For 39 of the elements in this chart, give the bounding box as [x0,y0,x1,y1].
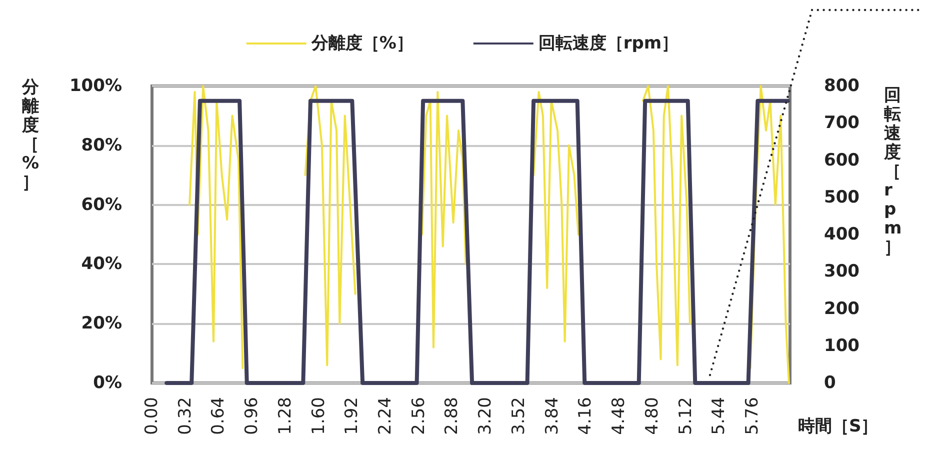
y-tick-label: 80% [81,135,122,156]
y2-tick-label: 300 [824,262,860,282]
x-tick-label: 4.16 [576,397,596,435]
y2-tick-label: 600 [824,150,860,170]
x-tick-label: 0.64 [208,397,229,435]
legend-label: 分離度［%］ [310,34,414,54]
x-tick-label: 4.80 [642,397,662,435]
x-tick-label: 0.00 [142,397,162,435]
y-tick-label: 0% [93,373,122,393]
x-tick-label: 1.60 [308,397,329,435]
y2-tick-label: 800 [824,76,860,96]
x-tick-label: 5.12 [676,397,696,435]
y2-tick-label: 100 [824,336,860,356]
y-tick-label: 40% [81,254,122,274]
y-tick-label: 100% [69,76,122,96]
x-tick-label: 2.88 [442,397,462,435]
y2-tick-label: 400 [824,224,860,244]
y2-tick-label: 500 [824,187,860,208]
x-tick-label: 2.24 [376,397,396,435]
x-axis-title: 時間［S］ [798,416,878,436]
x-tick-label: 4.48 [609,397,630,435]
y2-tick-label: 200 [824,298,860,319]
x-tick-label: 2.56 [408,397,429,435]
y2-tick-label: 700 [824,113,860,134]
x-tick-label: 0.32 [175,397,196,435]
y-axis-title: 分離度［%］ [21,78,40,192]
y-tick-label: 20% [81,314,122,334]
x-tick-label: 3.20 [476,397,496,435]
x-tick-label: 5.44 [709,397,730,435]
x-tick-label: 3.52 [508,397,529,435]
x-tick-label: 1.28 [275,397,296,435]
x-tick-label: 0.96 [242,397,262,435]
legend-label: 回転速度［rpm］ [538,34,679,54]
x-tick-label: 3.84 [542,397,562,435]
x-tick-label: 5.76 [742,397,762,435]
y-tick-label: 60% [81,194,122,215]
text: 回転速度［rpm］ [884,86,902,258]
y2-tick-label: 0 [824,373,836,393]
x-tick-label: 1.92 [342,397,362,435]
